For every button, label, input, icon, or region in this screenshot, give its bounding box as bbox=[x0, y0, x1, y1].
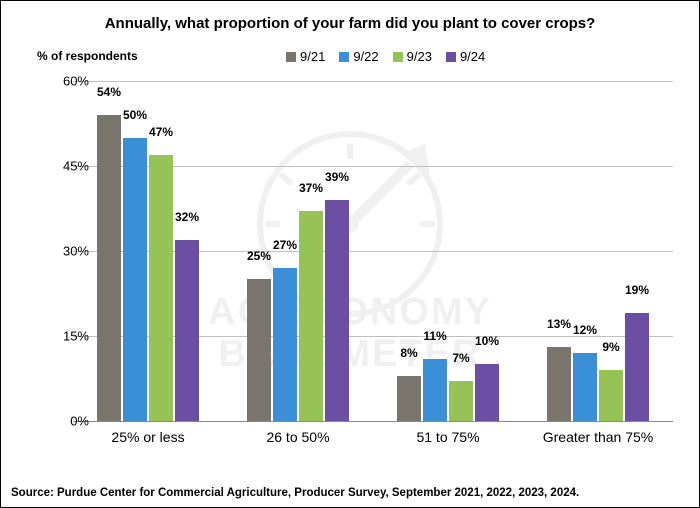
legend-swatch bbox=[339, 52, 349, 62]
bar-value-label: 11% bbox=[423, 329, 446, 343]
bar bbox=[547, 347, 571, 421]
bar-value-label: 9% bbox=[602, 340, 619, 354]
bar bbox=[149, 155, 173, 421]
y-axis-title: % of respondents bbox=[37, 49, 138, 63]
legend: 9/21 9/22 9/23 9/24 bbox=[286, 49, 485, 64]
legend-item: 9/24 bbox=[446, 49, 485, 64]
y-tick-label: 45% bbox=[39, 159, 89, 174]
bar bbox=[573, 353, 597, 421]
bar-value-label: 39% bbox=[325, 170, 349, 184]
category-label: Greater than 75% bbox=[528, 429, 668, 445]
bar-value-label: 12% bbox=[573, 323, 597, 337]
bar-value-label: 32% bbox=[175, 210, 199, 224]
bar-value-label: 19% bbox=[625, 283, 649, 297]
bar-value-label: 10% bbox=[475, 334, 499, 348]
legend-label: 9/24 bbox=[460, 49, 485, 64]
bar bbox=[423, 359, 447, 421]
bar bbox=[175, 240, 199, 421]
bar-value-label: 47% bbox=[149, 125, 173, 139]
bar bbox=[397, 376, 421, 421]
bar-value-label: 8% bbox=[400, 346, 417, 360]
bar bbox=[273, 268, 297, 421]
bar-value-label: 27% bbox=[273, 238, 297, 252]
bar bbox=[449, 381, 473, 421]
legend-label: 9/23 bbox=[407, 49, 432, 64]
category-label: 51 to 75% bbox=[378, 429, 518, 445]
legend-item: 9/21 bbox=[286, 49, 325, 64]
legend-item: 9/22 bbox=[339, 49, 378, 64]
legend-swatch bbox=[393, 52, 403, 62]
bar-value-label: 7% bbox=[452, 351, 469, 365]
gridline bbox=[73, 81, 673, 82]
legend-swatch bbox=[286, 52, 296, 62]
y-tick-label: 30% bbox=[39, 244, 89, 259]
legend-item: 9/23 bbox=[393, 49, 432, 64]
y-tick-label: 0% bbox=[39, 414, 89, 429]
plot-area: 54%50%47% 32% 25%27% 37%39% 8% 11% 7% 10% 13%12%… bbox=[73, 81, 673, 422]
category-label: 25% or less bbox=[78, 429, 218, 445]
chart-title: Annually, what proportion of your farm d… bbox=[1, 15, 699, 32]
legend-swatch bbox=[446, 52, 456, 62]
category-label: 26 to 50% bbox=[228, 429, 368, 445]
bar-value-label: 25% bbox=[247, 249, 271, 263]
bar bbox=[325, 200, 349, 421]
bar bbox=[123, 138, 147, 421]
legend-label: 9/21 bbox=[300, 49, 325, 64]
bar bbox=[247, 279, 271, 421]
y-tick-label: 15% bbox=[39, 329, 89, 344]
y-tick-label: 60% bbox=[39, 74, 89, 89]
bar-value-label: 54% bbox=[97, 85, 121, 99]
bar bbox=[299, 211, 323, 421]
bar bbox=[97, 115, 121, 421]
bar-value-label: 50% bbox=[123, 108, 147, 122]
bar bbox=[475, 364, 499, 421]
bar-value-label: 37% bbox=[299, 181, 323, 195]
bar bbox=[599, 370, 623, 421]
bar bbox=[625, 313, 649, 421]
chart-container: AG ECONOMY BAROMETER Annually, what prop… bbox=[0, 0, 700, 508]
source-text: Source: Purdue Center for Commercial Agr… bbox=[11, 487, 579, 499]
bar-value-label: 13% bbox=[547, 317, 571, 331]
legend-label: 9/22 bbox=[353, 49, 378, 64]
